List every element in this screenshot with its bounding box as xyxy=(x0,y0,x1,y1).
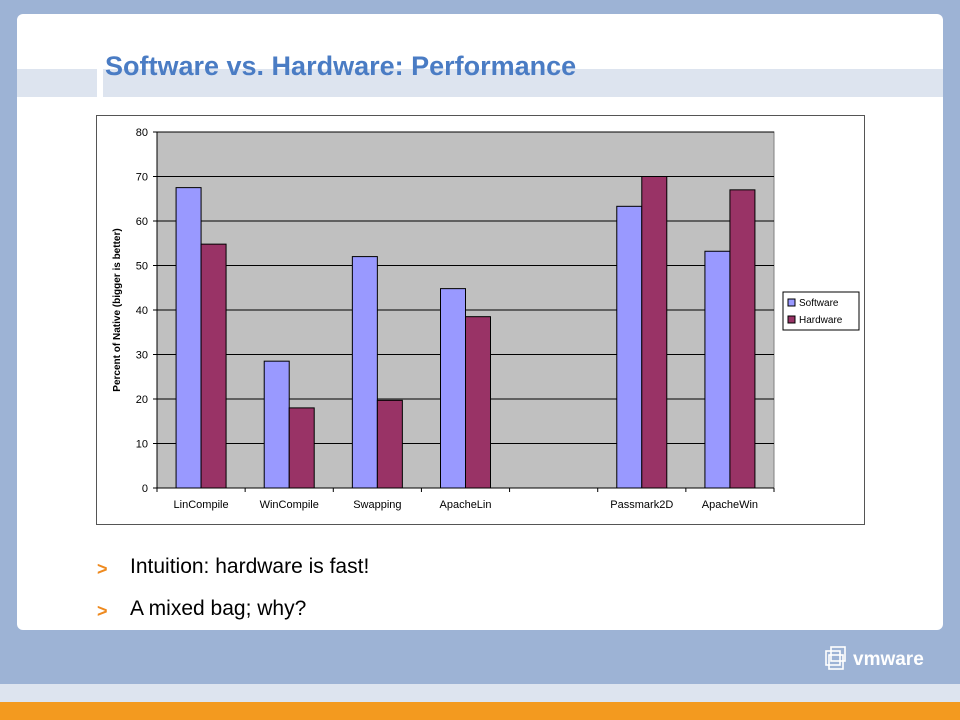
y-tick-label: 50 xyxy=(136,261,148,273)
bar-software xyxy=(263,360,290,489)
bar-software xyxy=(616,205,643,489)
bullet-marker: > xyxy=(97,601,108,621)
y-tick-label: 0 xyxy=(142,483,148,495)
bar-chart: 0 10 20 30 40 50 60 70 80 LinCompile WinCompile Swa… xyxy=(112,127,860,511)
svg-text:vmware: vmware xyxy=(853,649,924,670)
chart-frame: 0 10 20 30 40 50 60 70 80 LinCompile WinCompile Swa… xyxy=(96,115,865,525)
x-tick-label: Swapping xyxy=(353,499,401,511)
x-tick-label: WinCompile xyxy=(260,499,319,511)
y-tick-label: 80 xyxy=(136,127,148,139)
y-tick-label: 30 xyxy=(136,350,148,362)
bar-software xyxy=(440,288,466,489)
y-axis-label: Percent of Native (bigger is better) xyxy=(112,228,123,391)
legend-label: Software xyxy=(799,298,839,309)
bar-hardware xyxy=(465,316,491,489)
bullet-text: A mixed bag; why? xyxy=(130,597,307,620)
y-tick-label: 10 xyxy=(136,439,148,451)
slide-title: Software vs. Hardware: Performance xyxy=(105,51,577,81)
bullet-marker: > xyxy=(97,559,108,579)
title-band-gap xyxy=(97,69,103,97)
bar-software xyxy=(704,250,731,489)
bar-software xyxy=(175,187,202,489)
footer-orange-band xyxy=(0,702,960,720)
x-tick-label: LinCompile xyxy=(174,499,229,511)
bar-hardware xyxy=(200,243,227,489)
bullet-item: > Intuition: hardware is fast! xyxy=(97,553,369,595)
legend-box xyxy=(782,291,860,331)
x-tick-label: Passmark2D xyxy=(610,499,673,511)
vmware-logo: vmware xyxy=(825,646,924,670)
y-tick-label: 20 xyxy=(136,394,148,406)
x-tick-label: ApacheWin xyxy=(702,499,758,511)
title-band xyxy=(17,69,943,97)
bullet-text: Intuition: hardware is fast! xyxy=(130,555,370,578)
y-tick-label: 40 xyxy=(136,305,148,317)
y-tick-label: 70 xyxy=(136,172,148,184)
footer-light-band xyxy=(0,684,960,702)
legend-label: Hardware xyxy=(799,315,843,326)
bar-software xyxy=(351,256,378,489)
bar-hardware xyxy=(729,189,756,489)
bar-hardware xyxy=(641,176,668,489)
x-tick-label: ApacheLin xyxy=(440,499,492,511)
bullet-item: > A mixed bag; why? xyxy=(97,595,369,637)
bar-hardware xyxy=(376,399,403,489)
bar-hardware xyxy=(288,407,315,489)
bullet-list: > Intuition: hardware is fast! > A mixed b… xyxy=(97,553,369,637)
legend-swatch xyxy=(787,315,796,324)
legend-swatch xyxy=(787,298,796,307)
y-tick-label: 60 xyxy=(136,216,148,228)
